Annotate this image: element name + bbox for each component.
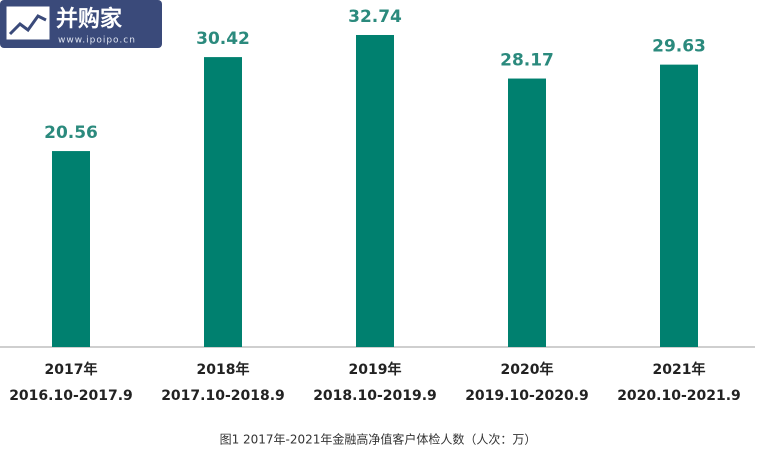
x-tick-label: 2020.10-2021.9: [617, 388, 741, 404]
bar: [52, 151, 90, 347]
watermark: 并购家 www.ipoipo.cn: [0, 0, 162, 48]
bar: [204, 57, 242, 347]
x-tick-label: 2020年: [501, 361, 554, 378]
data-label: 32.74: [348, 7, 402, 27]
logo-line: [8, 14, 47, 36]
data-label: 29.63: [652, 37, 706, 57]
x-tick-label: 2019.10-2020.9: [465, 388, 589, 404]
x-tick-label: 2016.10-2017.9: [9, 388, 133, 404]
logo-url: www.ipoipo.cn: [58, 36, 136, 46]
bar: [356, 34, 394, 348]
x-tick-label: 2017年: [45, 361, 98, 378]
bar: [660, 64, 698, 347]
x-tick-label: 2018年: [197, 361, 250, 378]
data-label: 30.42: [196, 29, 250, 49]
x-tick-label: 2019年: [349, 361, 402, 378]
data-label: 28.17: [500, 51, 554, 71]
x-tick-label: 2018.10-2019.9: [313, 388, 437, 404]
caption: 图1 2017年-2021年金融高净值客户体检人数（人次：万）: [220, 432, 537, 447]
bar: [508, 78, 546, 347]
logo-icon: [5, 5, 51, 41]
x-tick-label: 2017.10-2018.9: [161, 388, 285, 404]
x-tick-label: 2021年: [653, 361, 706, 378]
data-label: 20.56: [44, 123, 98, 143]
logo-name: 并购家: [56, 6, 123, 32]
